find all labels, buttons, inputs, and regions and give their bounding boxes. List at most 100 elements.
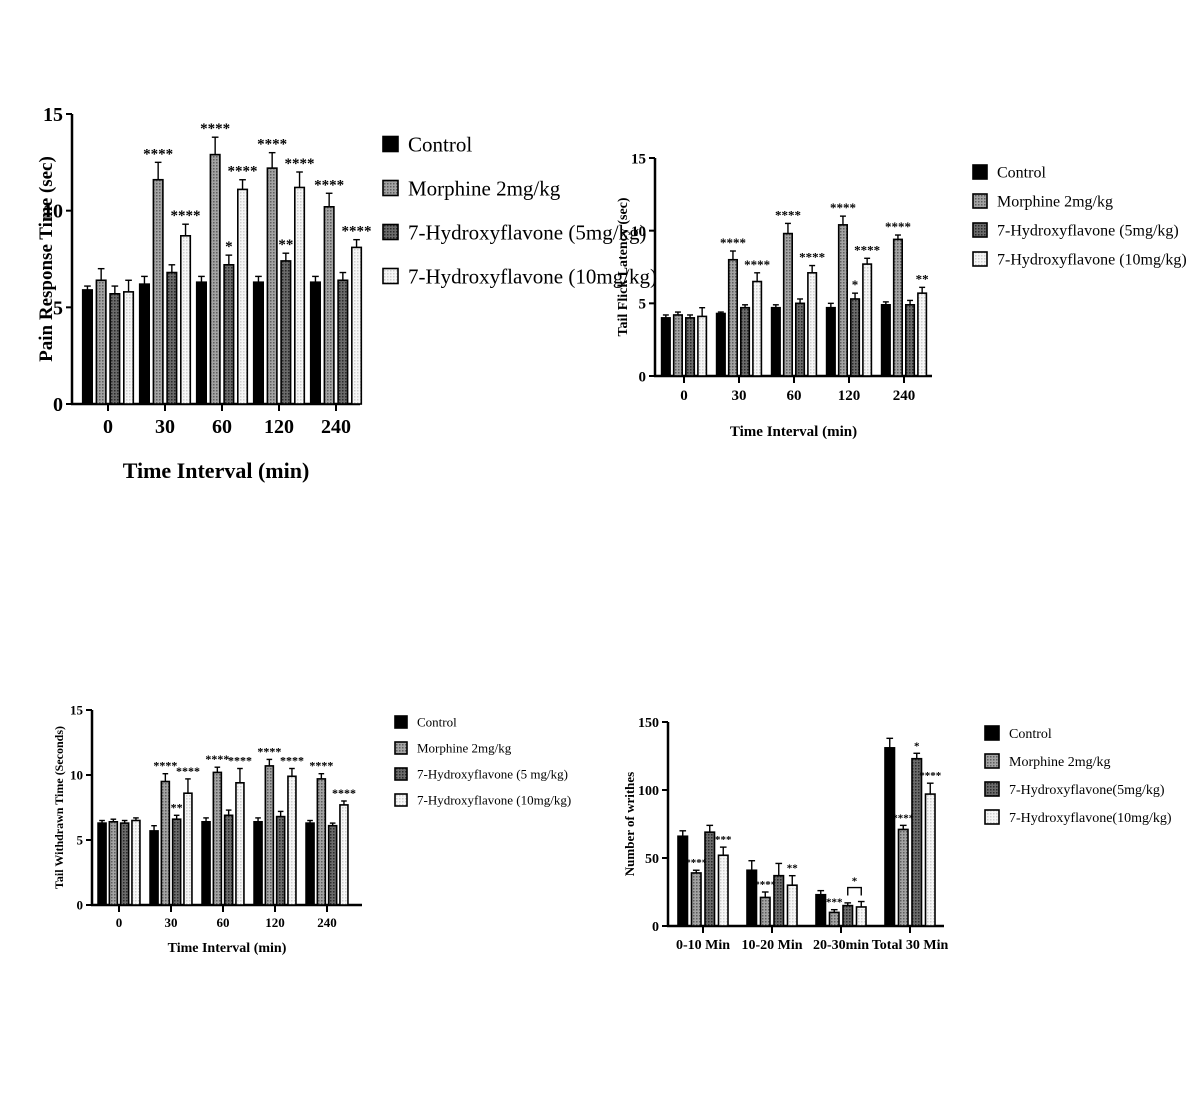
x-tick-label: 120 xyxy=(265,915,285,930)
bar xyxy=(131,819,141,906)
x-tick-label: 120 xyxy=(264,416,294,438)
legend: Control Morphine 2mg/kg 7-Hydroxyflavone (… xyxy=(382,132,657,288)
bar xyxy=(837,224,849,377)
bar xyxy=(825,306,836,377)
bar xyxy=(95,279,107,405)
significance-mark: **** xyxy=(854,242,880,257)
bar xyxy=(152,178,164,405)
x-tick-label: 240 xyxy=(321,416,351,438)
x-tick-label: 120 xyxy=(838,388,861,404)
significance-mark: **** xyxy=(754,879,777,891)
legend-swatch xyxy=(972,193,988,209)
bar xyxy=(924,793,936,927)
bar xyxy=(201,820,211,906)
x-tick-label: 30 xyxy=(155,416,175,438)
bar xyxy=(280,260,292,405)
significance-mark: **** xyxy=(285,156,315,172)
legend-label: Control xyxy=(1009,727,1052,742)
legend-swatch xyxy=(382,223,399,241)
significance-mark: **** xyxy=(257,744,281,758)
bar xyxy=(123,291,135,405)
bar xyxy=(81,289,93,405)
significance-mark: * xyxy=(852,277,859,292)
legend: Control Morphine 2mg/kg 7-Hydroxyflavone (… xyxy=(394,715,571,808)
bar xyxy=(235,781,245,906)
legend-label: 7-Hydroxyflavone (5mg/kg) xyxy=(408,220,647,244)
chart-1: 0 5 10 15 Pain Response Time (sec) Time Inter… xyxy=(36,104,657,483)
legend-label: 7-Hydroxyflavone (10mg/kg) xyxy=(417,793,571,808)
bar xyxy=(252,281,264,405)
bar xyxy=(704,831,716,927)
legend-swatch xyxy=(394,793,408,807)
significance-mark: ** xyxy=(278,237,293,253)
legend-swatch xyxy=(394,741,408,755)
x-axis-title: Time Interval (min) xyxy=(123,458,310,483)
significance-mark: **** xyxy=(314,177,344,193)
bar xyxy=(183,792,193,906)
bar xyxy=(752,280,763,377)
bar xyxy=(897,828,909,927)
significance-mark: **** xyxy=(885,219,911,234)
significance-mark: **** xyxy=(153,759,177,773)
y-tick-label: 5 xyxy=(53,297,63,319)
x-tick-label: 0-10 Min xyxy=(676,938,730,953)
bar xyxy=(884,747,896,927)
legend: Control Morphine 2mg/kg 7-Hydroxyflavone (… xyxy=(972,164,1187,269)
bar xyxy=(842,904,854,927)
bar xyxy=(697,315,708,377)
bar xyxy=(275,815,286,906)
significance-mark: **** xyxy=(280,754,304,768)
bar xyxy=(195,281,207,405)
bar xyxy=(149,830,159,906)
legend-swatch xyxy=(394,715,408,729)
bar xyxy=(309,281,322,405)
y-tick-label: 0 xyxy=(77,898,84,913)
legend-label: Morphine 2mg/kg xyxy=(997,194,1113,211)
bar xyxy=(794,302,806,377)
bar xyxy=(97,822,107,906)
y-tick-label: 5 xyxy=(639,297,647,313)
y-tick-label: 15 xyxy=(631,151,646,167)
legend-label: 7-Hydroxyflavone (10mg/kg) xyxy=(997,252,1187,269)
bar xyxy=(690,872,702,927)
bar xyxy=(773,874,785,927)
legend-swatch xyxy=(382,179,399,197)
legend-swatch xyxy=(972,164,988,180)
legend-swatch xyxy=(984,725,1000,741)
significance-mark: **** xyxy=(309,759,333,773)
legend-label: Morphine 2mg/kg xyxy=(408,176,561,200)
y-tick-label: 10 xyxy=(70,768,83,783)
significance-mark: ** xyxy=(916,271,929,286)
y-tick-label: 0 xyxy=(53,394,63,416)
bar xyxy=(327,824,338,906)
significance-mark: **** xyxy=(830,200,856,215)
bar xyxy=(160,780,171,906)
bar xyxy=(323,206,335,405)
significance-mark: **** xyxy=(228,164,258,180)
bar xyxy=(166,271,178,405)
significance-mark: **** xyxy=(228,754,252,768)
bar xyxy=(264,765,275,906)
bar xyxy=(337,279,349,405)
bar xyxy=(212,771,223,906)
bar xyxy=(209,153,221,405)
y-axis-title: Tail Flick Latency (sec) xyxy=(616,197,631,336)
y-tick-label: 15 xyxy=(43,104,63,126)
bar xyxy=(911,757,923,927)
bar xyxy=(672,314,684,377)
legend-swatch xyxy=(394,767,408,781)
legend-label: Morphine 2mg/kg xyxy=(1009,755,1111,770)
chart-2: 0 5 10 15 Tail Flick Latency (sec) Time Inter… xyxy=(616,151,1187,440)
bar xyxy=(119,822,130,906)
significance-mark: **** xyxy=(205,752,229,766)
x-axis-title: Time Interval (min) xyxy=(730,424,857,440)
bar xyxy=(904,303,916,377)
significance-mark: **** xyxy=(342,224,372,240)
significance-mark: **** xyxy=(720,235,746,250)
bar xyxy=(727,258,739,377)
significance-mark: **** xyxy=(332,786,356,800)
bar xyxy=(684,317,696,377)
significance-mark: * xyxy=(914,740,920,752)
